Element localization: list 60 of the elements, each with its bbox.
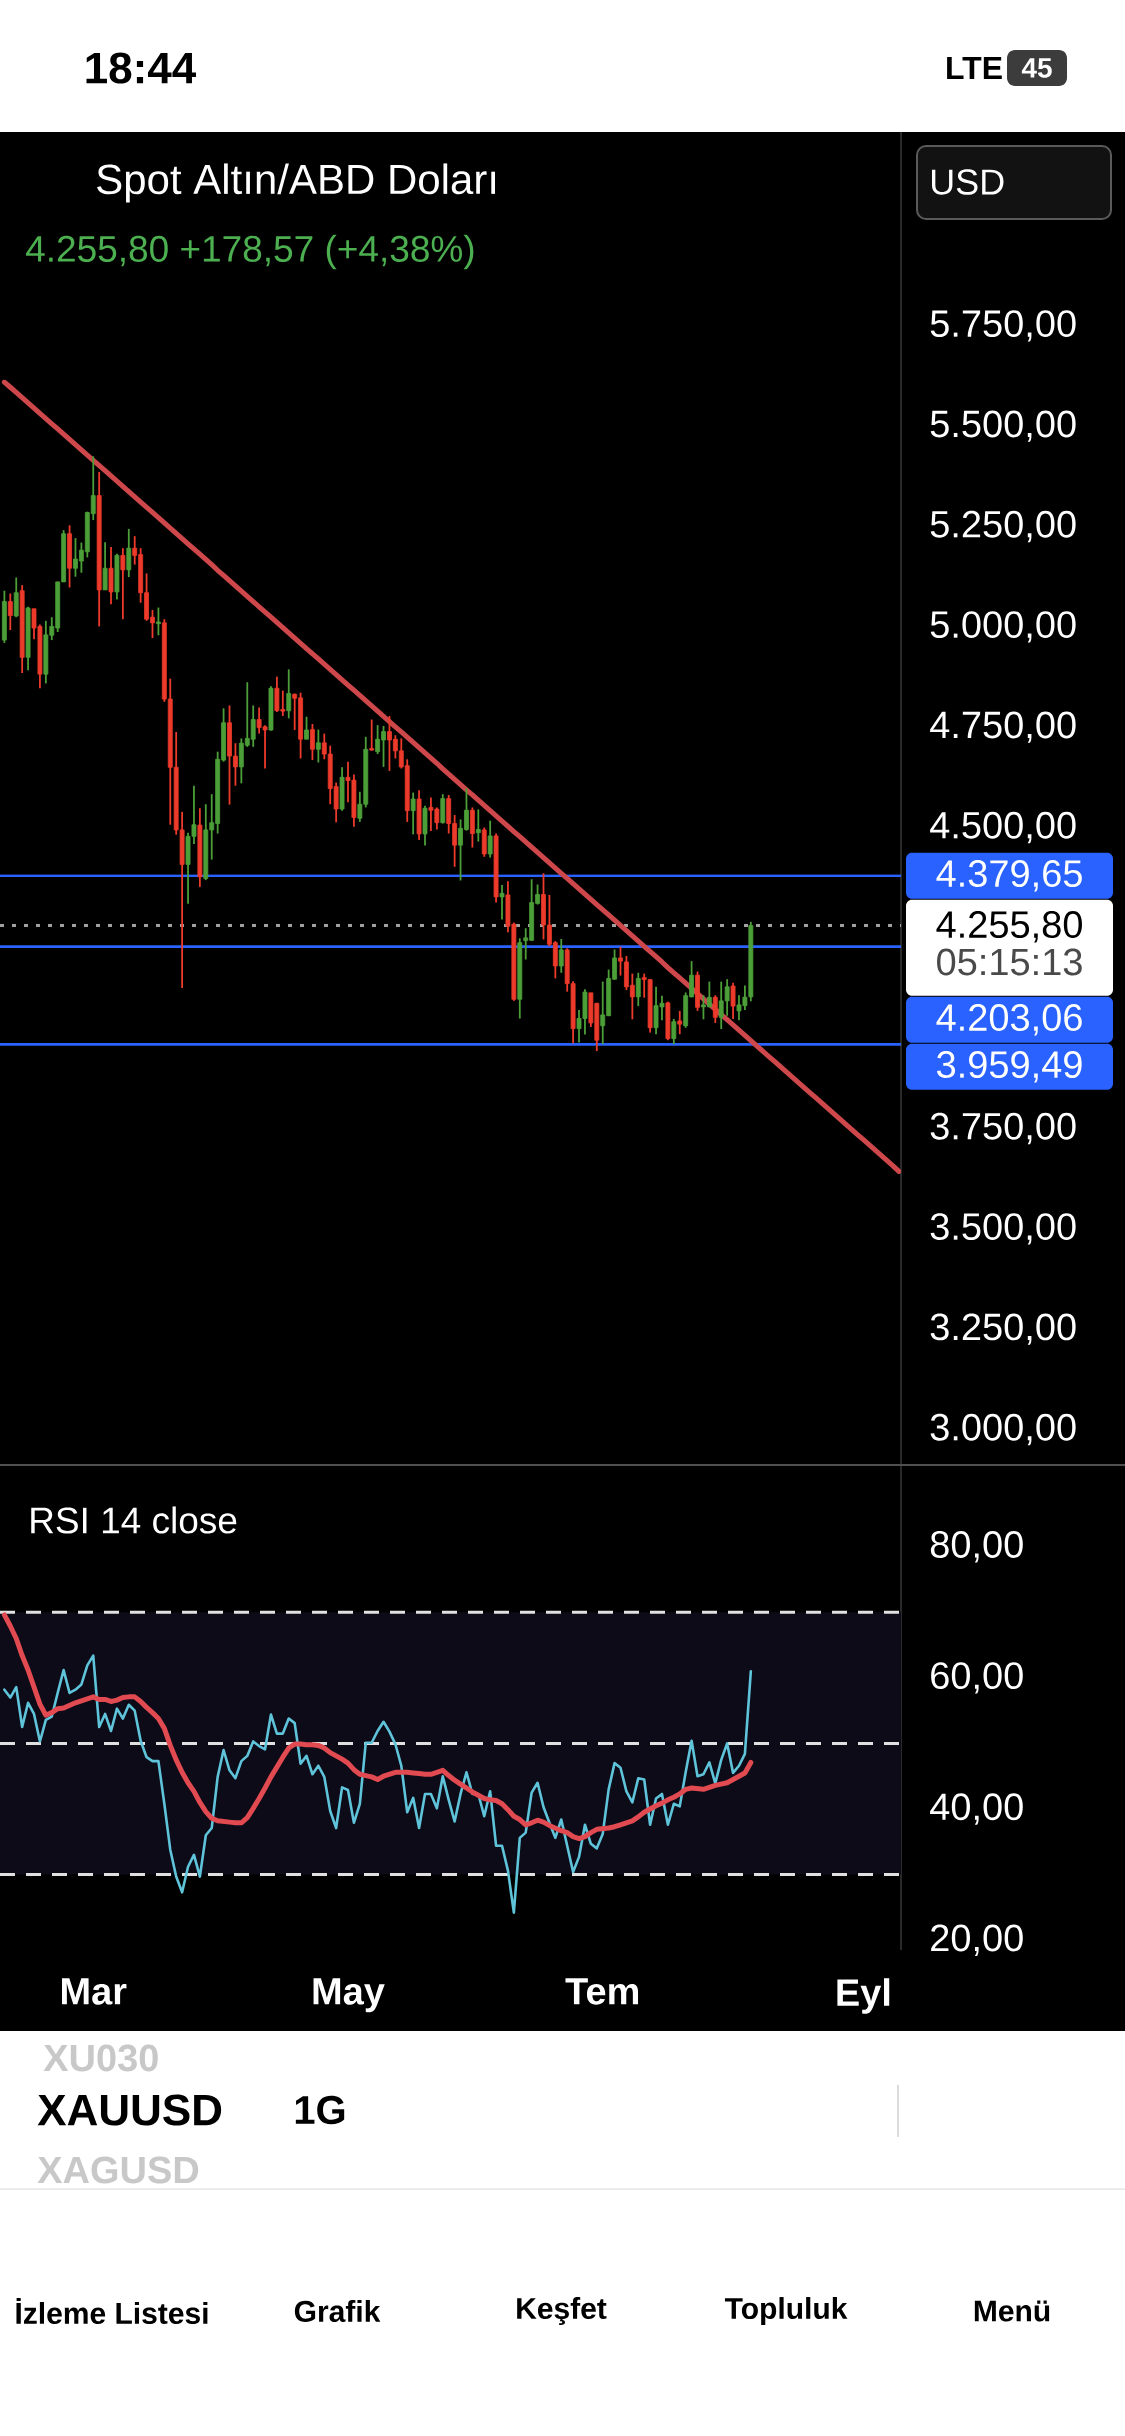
candlestick bbox=[13, 576, 19, 619]
y-tick-label: 20,00 bbox=[931, 1924, 1023, 1956]
candlestick bbox=[677, 1010, 683, 1036]
text: İzleme Listesi bbox=[16, 2298, 208, 2325]
candlestick bbox=[108, 546, 114, 606]
y-tick-label: 40,00 bbox=[930, 1793, 1023, 1825]
candlestick bbox=[475, 808, 481, 843]
candlestick bbox=[487, 819, 493, 859]
ref-line-label: 4.203,06 bbox=[936, 1004, 1082, 1036]
candlestick bbox=[635, 971, 641, 1007]
y-tick-label: 4.500,00 bbox=[930, 811, 1076, 844]
x-tick-label: Mar bbox=[62, 1978, 127, 2005]
candlestick bbox=[310, 723, 315, 761]
x-tick-label: Tem bbox=[565, 1978, 639, 2005]
candlestick bbox=[286, 668, 292, 720]
text: 18:44 bbox=[86, 52, 197, 84]
text: XAUUSD bbox=[37, 2094, 222, 2126]
candlestick bbox=[410, 791, 416, 836]
candlestick bbox=[469, 806, 475, 849]
ref-line-label: 4.255,80 bbox=[936, 911, 1082, 943]
candlestick bbox=[671, 1018, 677, 1046]
text: Spot Altın/ABD Doları bbox=[97, 163, 495, 203]
y-tick-label: 5.000,00 bbox=[930, 611, 1076, 643]
text: 45 bbox=[1021, 58, 1052, 78]
candlestick bbox=[7, 592, 13, 631]
y-tick-label: 3.250,00 bbox=[930, 1313, 1076, 1345]
y-tick-label: 5.750,00 bbox=[930, 310, 1076, 342]
candlestick bbox=[120, 547, 126, 621]
ref-line-label: 3.959,49 bbox=[936, 1051, 1082, 1083]
y-tick-label: 80,00 bbox=[930, 1530, 1023, 1563]
ref-line-label: 4.379,65 bbox=[936, 860, 1082, 892]
y-tick-label: 60,00 bbox=[931, 1662, 1023, 1694]
text: Keşfet bbox=[517, 2297, 607, 2326]
x-tick-label: May bbox=[313, 1978, 385, 2013]
x-tick-label: Eyl bbox=[837, 1978, 890, 2014]
y-tick-label: 3.500,00 bbox=[930, 1213, 1076, 1245]
y-tick-label: 5.250,00 bbox=[930, 510, 1076, 543]
text: LTE bbox=[947, 57, 1002, 80]
y-tick-label: 3.000,00 bbox=[930, 1413, 1076, 1446]
candlestick bbox=[730, 981, 736, 1020]
candlestick bbox=[102, 541, 108, 591]
y-tick-label: 4.750,00 bbox=[930, 711, 1076, 743]
text: RSI 14 close bbox=[31, 1506, 237, 1534]
candlestick bbox=[126, 528, 132, 578]
candlestick bbox=[558, 938, 564, 974]
text: 4.255,80 +178,57 (+4,38%) bbox=[26, 234, 474, 270]
candlestick bbox=[369, 718, 375, 752]
candlestick bbox=[304, 715, 309, 741]
text: USD bbox=[931, 169, 1004, 195]
text: 1G bbox=[295, 2095, 345, 2125]
candlestick bbox=[499, 883, 505, 921]
candlestick bbox=[315, 728, 321, 764]
candlestick bbox=[712, 994, 718, 1024]
text: Topluluk bbox=[724, 2297, 848, 2326]
text: Menü bbox=[974, 2300, 1050, 2322]
text: 05:15:13 bbox=[937, 948, 1082, 976]
text: Grafik bbox=[294, 2300, 381, 2323]
y-tick-label: 3.750,00 bbox=[930, 1112, 1076, 1145]
candlestick bbox=[156, 606, 161, 637]
y-tick-label: 5.500,00 bbox=[930, 410, 1076, 442]
